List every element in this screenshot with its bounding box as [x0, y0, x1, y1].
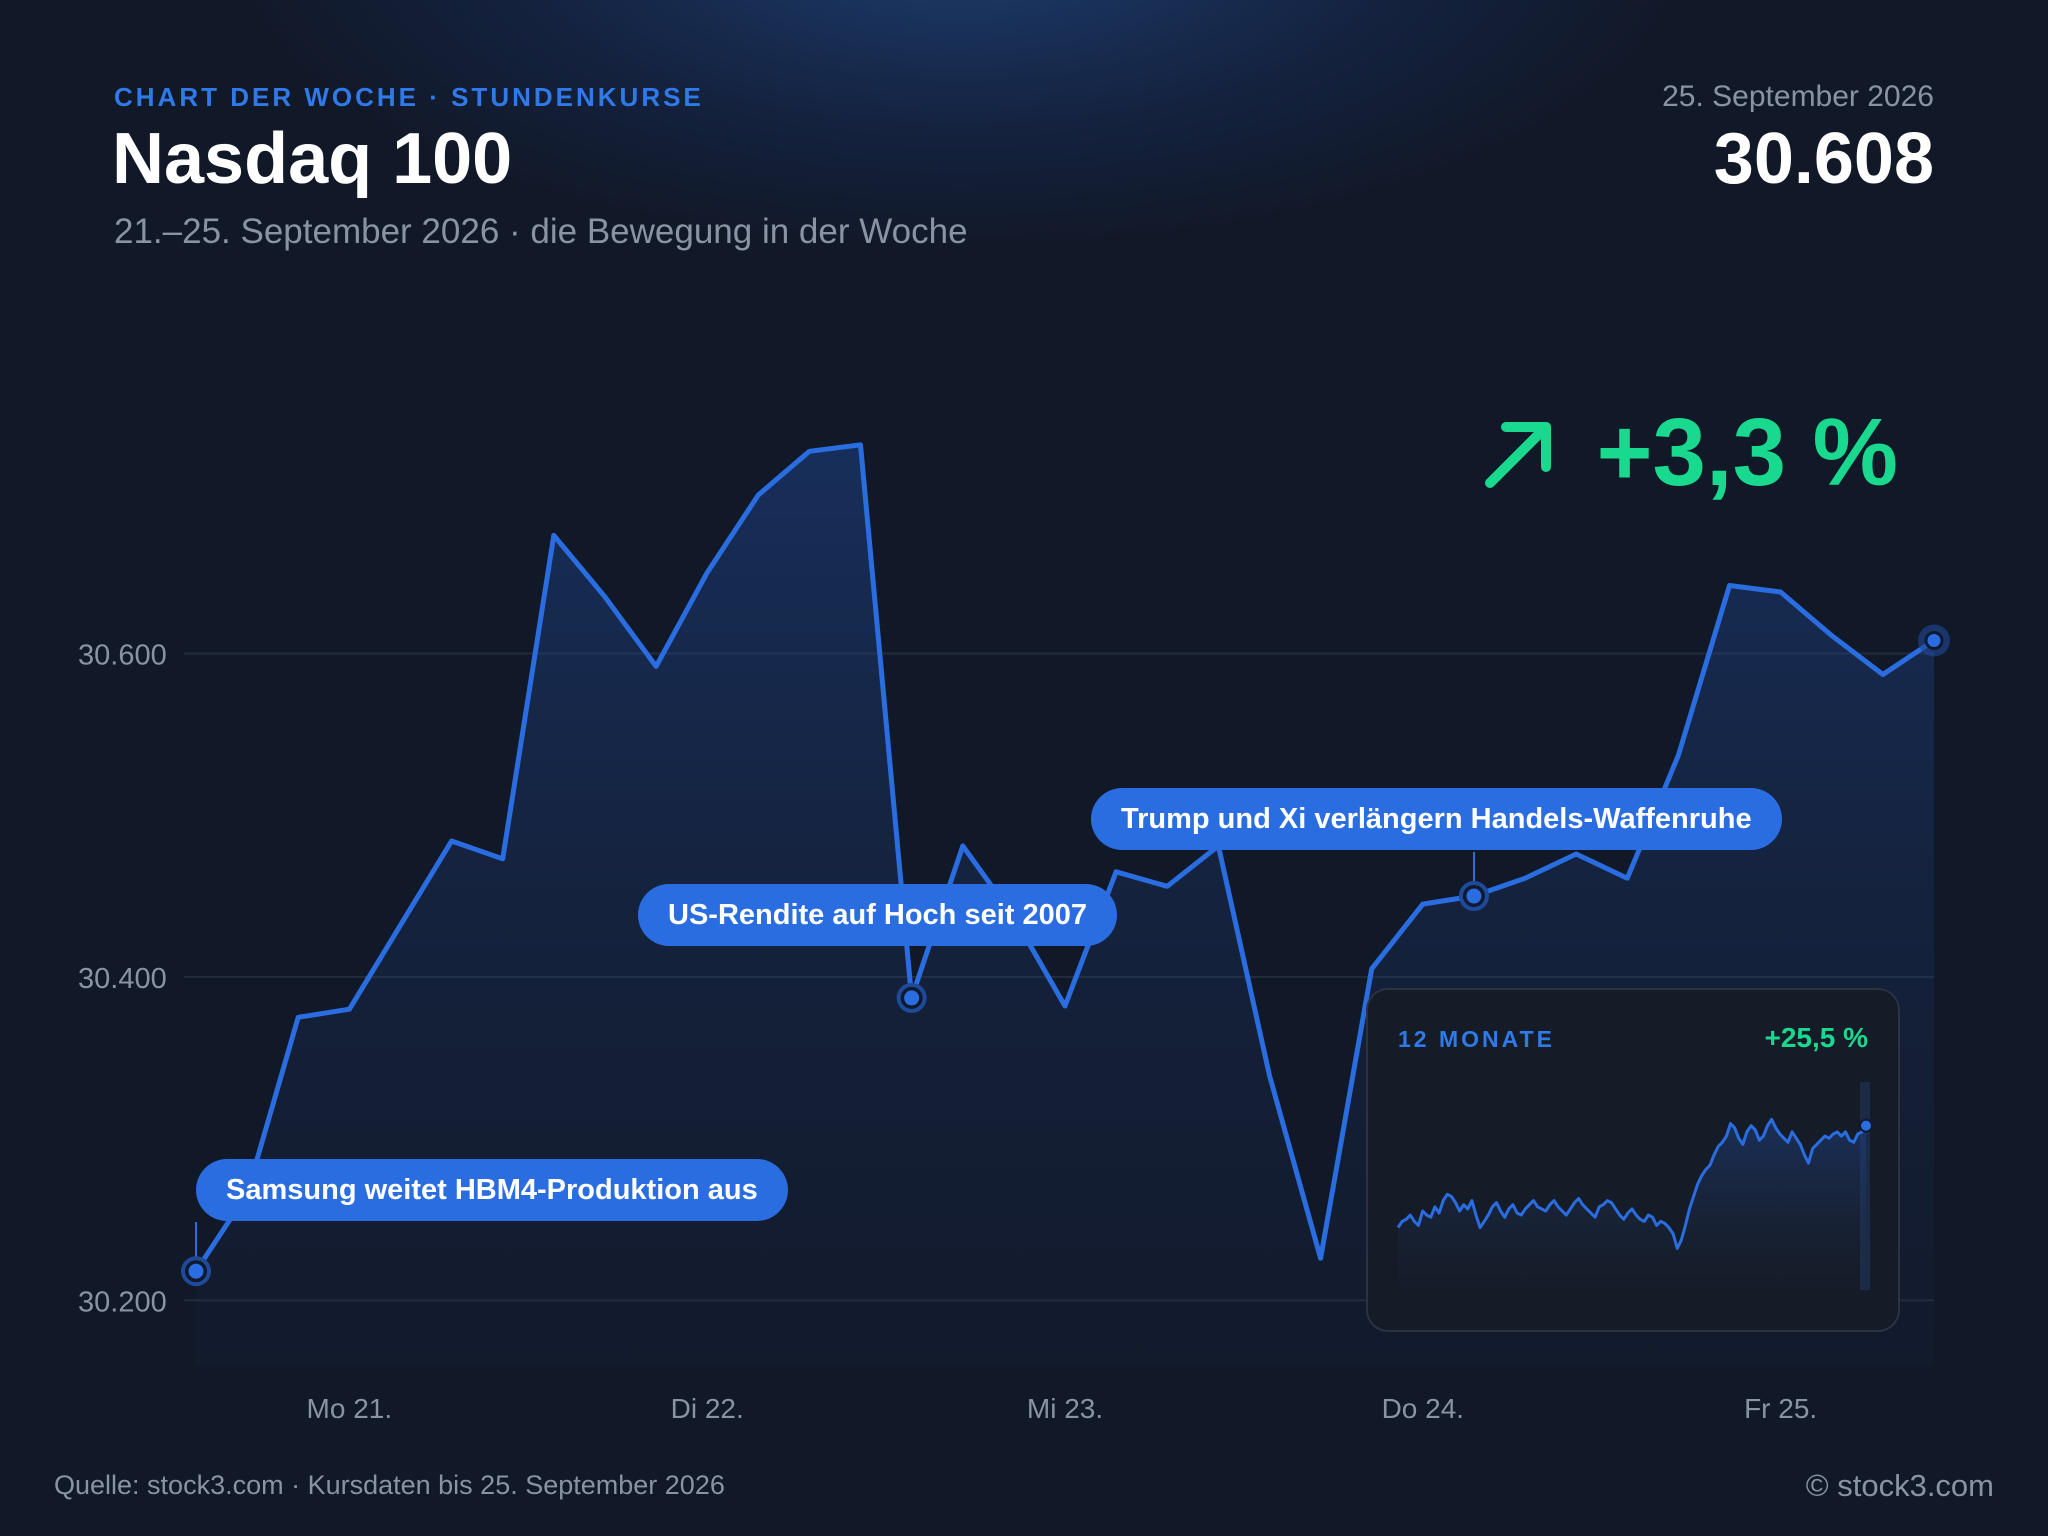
annotation-trump-xi: Trump und Xi verlängern Handels-Waffenru… — [1091, 788, 1782, 850]
inset-last-point — [1859, 1118, 1873, 1133]
last-point-marker — [1924, 631, 1944, 650]
inset-label: 12 MONATE — [1398, 1026, 1555, 1052]
source-note: Quelle: stock3.com · Kursdaten bis 25. S… — [54, 1470, 725, 1500]
annotation-marker — [901, 987, 923, 1009]
weekly-change-value: +3,3 % — [1596, 399, 1898, 506]
current-price: 30.608 — [1713, 119, 1934, 199]
x-tick-label: Mi 23. — [1027, 1393, 1103, 1424]
annotation-samsung: Samsung weitet HBM4-Produktion aus — [196, 1159, 788, 1221]
weekly-change: +3,3 % — [1480, 398, 1898, 508]
price-date: 25. September 2026 — [1662, 80, 1934, 113]
annotation-marker — [1463, 885, 1485, 907]
copyright: © stock3.com — [1805, 1468, 1994, 1503]
arrow-up-right-icon — [1485, 422, 1552, 488]
inset-line-chart — [1396, 1082, 1873, 1290]
inset-12-months: 12 MONATE +25,5 % — [1366, 988, 1900, 1332]
annotation-us-rendite: US-Rendite auf Hoch seit 2007 — [638, 884, 1117, 946]
inset-area — [1398, 1119, 1866, 1290]
annotation-marker — [185, 1260, 207, 1282]
x-tick-label: Di 22. — [671, 1393, 744, 1424]
chart-subtitle: 21.–25. September 2026 · die Bewegung in… — [114, 212, 968, 251]
y-tick-label: 30.200 — [78, 1286, 167, 1318]
inset-line — [1396, 1117, 1868, 1250]
x-tick-label: Mo 21. — [307, 1393, 393, 1424]
y-tick-label: 30.400 — [78, 963, 167, 995]
y-tick-label: 30.600 — [78, 639, 167, 671]
inset-change: +25,5 % — [1764, 1022, 1868, 1053]
x-tick-label: Fr 25. — [1744, 1393, 1817, 1424]
x-tick-label: Do 24. — [1382, 1393, 1465, 1424]
chart-kicker: CHART DER WOCHE · STUNDENKURSE — [114, 82, 704, 112]
chart-title: Nasdaq 100 — [112, 119, 513, 199]
